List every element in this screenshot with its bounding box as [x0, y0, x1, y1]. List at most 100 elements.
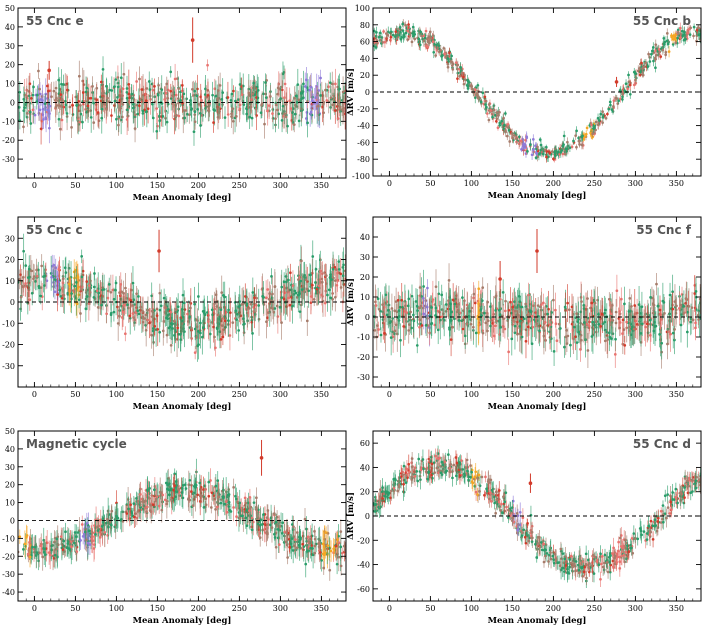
- data-point: [446, 65, 450, 69]
- y-tick-label: -20: [357, 105, 370, 114]
- data-point: [680, 29, 684, 33]
- data-point: [135, 80, 138, 83]
- data-point: [29, 96, 33, 100]
- y-tick-label: 80: [360, 21, 370, 30]
- panel-2-points: [373, 19, 701, 163]
- data-point: [404, 31, 408, 35]
- data-point: [508, 140, 512, 143]
- data-point: [449, 60, 453, 63]
- data-point: [377, 35, 381, 39]
- data-point: [451, 325, 455, 329]
- data-point: [190, 326, 193, 330]
- data-point: [34, 280, 37, 283]
- data-point: [164, 91, 168, 95]
- data-point: [411, 25, 415, 29]
- data-point: [621, 318, 625, 322]
- data-point: [300, 259, 303, 263]
- data-point: [335, 283, 339, 287]
- y-tick-label: -20: [2, 341, 15, 350]
- data-point: [208, 102, 211, 106]
- data-point: [169, 70, 173, 74]
- data-point: [585, 323, 589, 326]
- y-tick-label: 10: [5, 80, 15, 89]
- data-point: [401, 22, 405, 26]
- data-point: [587, 324, 591, 328]
- data-point: [562, 143, 565, 146]
- data-point: [116, 322, 120, 325]
- data-point: [603, 320, 607, 324]
- data-point: [169, 310, 173, 314]
- data-point: [663, 312, 666, 315]
- data-point: [650, 52, 653, 56]
- data-point: [131, 281, 135, 285]
- data-point: [28, 298, 32, 302]
- data-point: [100, 116, 104, 120]
- data-point: [281, 72, 285, 76]
- data-point: [678, 307, 681, 310]
- data-point: [510, 337, 514, 341]
- data-point: [481, 286, 485, 289]
- data-point: [584, 132, 588, 136]
- y-tick-label: 20: [360, 71, 370, 80]
- data-point: [654, 66, 657, 70]
- data-point: [130, 92, 134, 96]
- data-point: [150, 294, 154, 298]
- data-point: [160, 88, 164, 92]
- data-point: [456, 71, 460, 75]
- data-point: [504, 112, 507, 115]
- data-point: [190, 107, 194, 111]
- data-point: [512, 133, 516, 137]
- data-point: [413, 37, 417, 41]
- x-tick-label: 100: [109, 181, 124, 190]
- data-point: [692, 25, 696, 29]
- data-point: [185, 112, 189, 116]
- data-point: [331, 103, 335, 107]
- data-point: [285, 280, 288, 284]
- data-point: [298, 292, 301, 295]
- x-tick-label: 100: [109, 390, 124, 399]
- y-tick-label: 0: [10, 298, 15, 307]
- data-point: [227, 308, 230, 312]
- data-point: [449, 338, 453, 341]
- data-point: [412, 30, 416, 34]
- outlier-point: [47, 68, 51, 73]
- data-point: [58, 288, 62, 292]
- data-point: [447, 60, 451, 63]
- data-point: [288, 303, 292, 307]
- data-point: [215, 327, 219, 331]
- data-point: [247, 306, 251, 310]
- data-point: [264, 96, 268, 99]
- data-point: [302, 82, 305, 86]
- data-point: [280, 321, 283, 325]
- data-point: [533, 318, 536, 321]
- data-point: [518, 332, 522, 335]
- data-point: [648, 60, 652, 63]
- data-point: [280, 85, 284, 89]
- x-tick-label: 150: [505, 179, 520, 188]
- data-point: [162, 319, 166, 323]
- data-point: [30, 269, 34, 273]
- data-point: [214, 346, 217, 350]
- data-point: [234, 99, 237, 103]
- data-point: [256, 89, 260, 92]
- data-point: [686, 31, 689, 35]
- data-point: [526, 325, 530, 329]
- data-point: [467, 81, 471, 84]
- data-point: [280, 296, 284, 299]
- data-point: [125, 118, 129, 121]
- y-axis-label: ΔRV [m/s]: [0, 278, 1, 326]
- data-point: [555, 339, 559, 343]
- data-point: [308, 273, 312, 277]
- data-point: [632, 70, 636, 74]
- data-point: [530, 153, 534, 157]
- data-point: [664, 53, 668, 57]
- data-point: [404, 23, 407, 27]
- data-point: [305, 319, 309, 323]
- data-point: [96, 111, 100, 114]
- panel-1-points: [18, 17, 346, 146]
- data-point: [558, 152, 561, 156]
- x-tick-label: 50: [70, 390, 80, 399]
- panel-title: 55 Cnc c: [26, 223, 83, 237]
- data-point: [312, 298, 316, 301]
- data-point: [415, 304, 419, 308]
